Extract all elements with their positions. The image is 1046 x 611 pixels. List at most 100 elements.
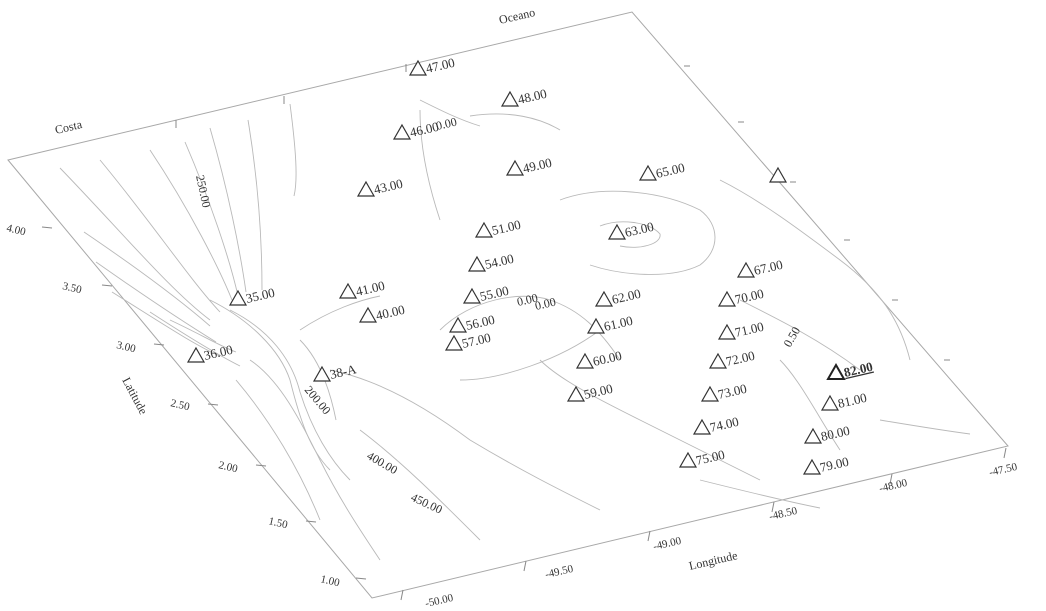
station-marker: 70.00 bbox=[717, 286, 765, 307]
contour-label: 0.00 bbox=[534, 295, 558, 313]
lat-tick-label: 1.00 bbox=[319, 573, 341, 589]
triangle-icon bbox=[444, 334, 464, 351]
station-marker: 43.00 bbox=[356, 176, 404, 197]
station-label: 40.00 bbox=[374, 302, 406, 323]
costa-label: Costa bbox=[54, 117, 84, 137]
station-marker: 74.00 bbox=[692, 414, 740, 435]
map-frame bbox=[7, 11, 1009, 599]
triangle-icon bbox=[467, 255, 487, 272]
station-marker: 35.00 bbox=[228, 285, 276, 306]
lat-tick-label: 2.00 bbox=[217, 459, 239, 475]
triangle-icon bbox=[474, 221, 494, 238]
station-label: 65.00 bbox=[654, 160, 686, 181]
station-label: 49.00 bbox=[521, 155, 553, 176]
triangle-icon bbox=[356, 180, 376, 197]
station-marker: 38-A bbox=[312, 361, 358, 382]
frame-ticks bbox=[175, 64, 950, 361]
lon-tick-label: -47.50 bbox=[988, 461, 1019, 479]
triangle-icon bbox=[448, 316, 468, 333]
triangle-icon bbox=[802, 458, 822, 475]
triangle-icon bbox=[736, 261, 756, 278]
lat-tick-label: 3.00 bbox=[115, 339, 137, 355]
lon-tick-label: -50.00 bbox=[424, 592, 455, 610]
station-marker: 82.00 bbox=[826, 359, 874, 380]
triangle-icon bbox=[708, 352, 728, 369]
latitude-axis: 4.00 3.50 3.00 2.50 2.00 1.50 1.00 Latit… bbox=[5, 222, 367, 589]
station-marker: 73.00 bbox=[700, 381, 748, 402]
station-label: 36.00 bbox=[202, 342, 234, 363]
contour-label: 250.00 bbox=[193, 174, 214, 209]
contour-label: 200.00 bbox=[302, 383, 334, 417]
station-label: 62.00 bbox=[610, 286, 642, 307]
triangle-icon bbox=[462, 287, 482, 304]
triangle-icon bbox=[228, 289, 248, 306]
station-marker: 67.00 bbox=[736, 257, 784, 278]
triangle-icon bbox=[692, 418, 712, 435]
station-label: 74.00 bbox=[708, 414, 740, 435]
station-label: 71.00 bbox=[733, 319, 765, 340]
triangle-icon bbox=[408, 59, 428, 76]
station-label: 61.00 bbox=[602, 313, 634, 334]
station-marker: 54.00 bbox=[467, 251, 515, 272]
triangle-icon bbox=[586, 317, 606, 334]
station-label: 67.00 bbox=[752, 257, 784, 278]
station-marker: 56.00 bbox=[448, 312, 496, 333]
station-marker: 57.00 bbox=[444, 330, 492, 351]
station-label: 41.00 bbox=[354, 278, 386, 299]
station-label: 35.00 bbox=[244, 285, 276, 306]
station-label: 56.00 bbox=[464, 312, 496, 333]
triangle-icon bbox=[338, 282, 358, 299]
station-label: 82.00 bbox=[842, 359, 874, 380]
station-label: 54.00 bbox=[483, 251, 515, 272]
triangle-icon bbox=[575, 352, 595, 369]
longitude-axis-title: Longitude bbox=[688, 548, 739, 573]
triangle-icon bbox=[594, 290, 614, 307]
station-label: 63.00 bbox=[623, 219, 655, 240]
station-label: 47.00 bbox=[424, 55, 456, 76]
station-label: 55.00 bbox=[478, 283, 510, 304]
triangle-icon bbox=[638, 164, 658, 181]
station-label: 80.00 bbox=[819, 423, 851, 444]
station-marker: 40.00 bbox=[358, 302, 406, 323]
triangle-icon bbox=[803, 427, 823, 444]
station-label: 46.00 bbox=[408, 119, 440, 140]
contour-label: 0.50 bbox=[780, 324, 803, 349]
station-marker: 46.00 bbox=[392, 119, 440, 140]
station-marker: 55.00 bbox=[462, 283, 510, 304]
station-marker: 61.00 bbox=[586, 313, 634, 334]
triangle-icon bbox=[607, 223, 627, 240]
triangle-icon bbox=[312, 365, 332, 382]
triangle-icon bbox=[392, 123, 412, 140]
lon-tick-label: -49.00 bbox=[652, 535, 683, 553]
station-marker: 79.00 bbox=[802, 454, 850, 475]
station-marker: 51.00 bbox=[474, 217, 522, 238]
triangle-icon bbox=[678, 451, 698, 468]
lat-tick-label: 1.50 bbox=[267, 515, 289, 531]
contour-label: 400.00 bbox=[365, 448, 401, 477]
oceano-label: Oceano bbox=[498, 5, 537, 27]
station-marker: 71.00 bbox=[717, 319, 765, 340]
station-label: 48.00 bbox=[516, 86, 548, 107]
station-marker: 80.00 bbox=[803, 423, 851, 444]
station-marker: 36.00 bbox=[186, 342, 234, 363]
station-label: 81.00 bbox=[836, 390, 868, 411]
lat-tick-label: 2.50 bbox=[169, 397, 191, 413]
station-label: 57.00 bbox=[460, 330, 492, 351]
contour-label: 0.00 bbox=[516, 291, 540, 309]
station-marker: 62.00 bbox=[594, 286, 642, 307]
station-label: 72.00 bbox=[724, 348, 756, 369]
triangle-icon bbox=[820, 394, 840, 411]
station-marker: 48.00 bbox=[500, 86, 548, 107]
triangle-icon bbox=[358, 306, 378, 323]
longitude-axis: -50.00 -49.50 -49.00 -48.50 -48.00 -47.5… bbox=[400, 447, 1019, 610]
triangle-icon bbox=[505, 159, 525, 176]
station-marker: 65.00 bbox=[638, 160, 686, 181]
station-marker: 47.00 bbox=[408, 55, 456, 76]
station-marker: 41.00 bbox=[338, 278, 386, 299]
station-label: 43.00 bbox=[372, 176, 404, 197]
latitude-axis-title: Latitude bbox=[119, 375, 150, 417]
station-label: 59.00 bbox=[582, 381, 614, 402]
triangle-icon bbox=[186, 346, 206, 363]
stations-layer: 47.00 48.00 46.00 43.00 49.00 65.00 51.00 63.00… bbox=[186, 55, 874, 475]
